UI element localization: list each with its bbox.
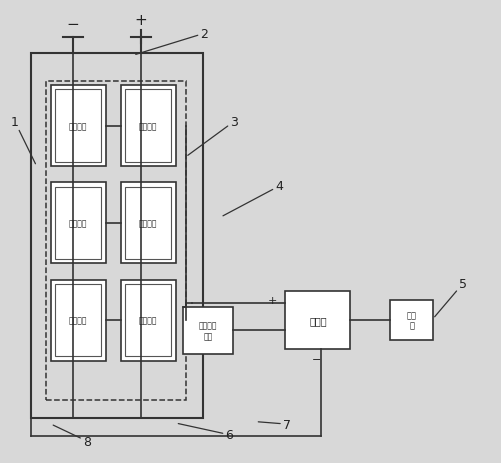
Text: 电池单体: 电池单体 (139, 219, 157, 228)
Bar (51, 86, 106, 167)
Text: 1: 1 (11, 115, 36, 164)
Bar (31, 54, 203, 419)
Bar (51, 183, 106, 264)
Bar (125, 187, 171, 260)
Bar (55, 90, 101, 163)
Bar (51, 280, 106, 361)
Text: −: − (312, 354, 321, 364)
Bar (286, 292, 350, 349)
Text: 5: 5 (435, 277, 467, 317)
Bar (125, 90, 171, 163)
Text: 8: 8 (53, 425, 91, 448)
Text: 7: 7 (259, 418, 291, 431)
Text: 充电器: 充电器 (309, 315, 327, 325)
Text: 电池管理
系统: 电池管理 系统 (199, 321, 217, 340)
Bar (55, 284, 101, 357)
Text: 2: 2 (136, 28, 208, 55)
Text: 6: 6 (178, 424, 233, 441)
Text: 电池单体: 电池单体 (139, 316, 157, 325)
Bar (121, 280, 175, 361)
Bar (55, 187, 101, 260)
Bar (121, 183, 175, 264)
Bar (125, 284, 171, 357)
Text: 电池单体: 电池单体 (139, 122, 157, 131)
Text: 4: 4 (223, 180, 284, 216)
Text: 电池单体: 电池单体 (69, 219, 87, 228)
Bar (121, 86, 175, 167)
Text: 3: 3 (188, 115, 238, 156)
Text: 电池单体: 电池单体 (69, 122, 87, 131)
Text: +: + (268, 296, 278, 306)
Bar (183, 308, 233, 354)
Bar (46, 81, 185, 400)
Text: −: − (67, 17, 80, 31)
Bar (390, 301, 433, 340)
Text: 充电
口: 充电 口 (407, 311, 417, 330)
Text: 电池单体: 电池单体 (69, 316, 87, 325)
Text: +: + (134, 13, 147, 28)
